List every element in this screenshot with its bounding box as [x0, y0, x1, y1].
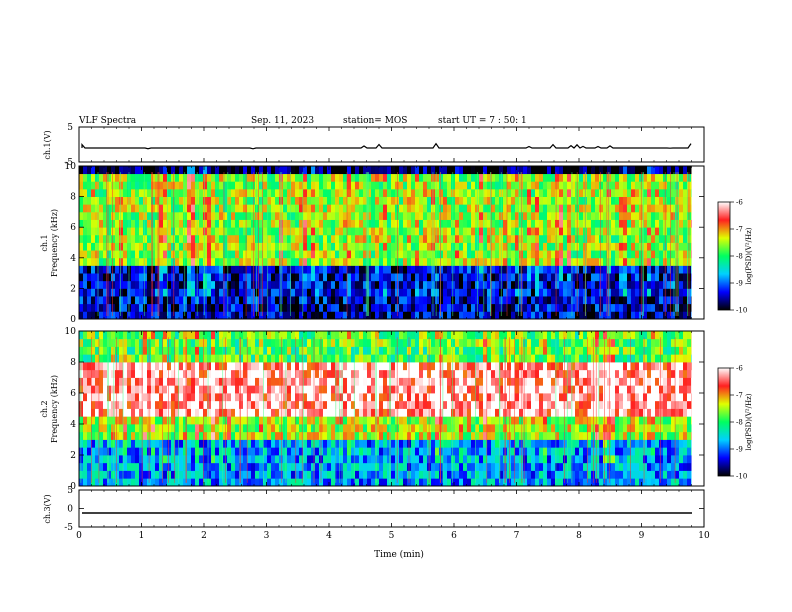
freq-tick-label: 10: [65, 327, 77, 337]
x-tick-label: 3: [264, 531, 270, 541]
ch1-colorbar-label: log(PSD)(V²/Hz): [745, 227, 753, 284]
ch1-waveform-ylabel: ch.1(V): [43, 130, 52, 159]
colorbar-tick-label: -8: [736, 253, 743, 261]
wave-tick-label: 0: [67, 505, 73, 515]
figure-header: VLF Spectra Sep. 11, 2023 station= MOS s…: [78, 116, 527, 126]
ch2-spectrogram-ylabel: Frequency (kHz): [50, 375, 59, 443]
freq-tick-label: 6: [70, 389, 76, 399]
ch1-waveform-frame: [78, 126, 705, 163]
wave-tick-label: -5: [64, 523, 73, 533]
ch1-colorbar-ticks: -6 -7 -8 -9 -10: [730, 199, 747, 315]
ch2-colorbar: log(PSD)(V²/Hz) -6 -7 -8 -9 -10: [717, 365, 753, 481]
x-tick-label: 4: [326, 531, 332, 541]
freq-tick-label: 10: [65, 162, 77, 172]
ch3-waveform-frame: [78, 489, 705, 528]
ch2-colorbar-scale: [717, 367, 731, 477]
freq-tick-label: 2: [70, 451, 76, 461]
figure-title: VLF Spectra: [78, 116, 137, 126]
freq-tick-label: 8: [70, 193, 76, 203]
wave-tick-label: 5: [67, 123, 73, 133]
x-axis-label: Time (min): [374, 549, 424, 560]
freq-tick-label: 0: [70, 315, 76, 325]
wave-tick-label: 5: [67, 486, 73, 496]
start-time-label: start UT = 7 : 50: 1: [438, 116, 527, 126]
x-tick-label: 8: [576, 531, 582, 541]
colorbar-tick-label: -10: [736, 473, 747, 481]
freq-tick-label: 4: [70, 420, 76, 430]
colorbar-tick-label: -9: [736, 280, 743, 288]
x-tick-label: 6: [451, 531, 457, 541]
station-label: station= MOS: [343, 116, 407, 126]
colorbar-tick-label: -8: [736, 419, 743, 427]
ch1-colorbar-scale: [717, 201, 731, 311]
freq-tick-label: 2: [70, 284, 76, 294]
freq-tick-label: 8: [70, 358, 76, 368]
x-tick-label: 10: [698, 531, 710, 541]
ch2-spectrogram-ylabel-channel: ch.2: [40, 400, 49, 417]
freq-tick-label: 6: [70, 223, 76, 233]
colorbar-tick-label: -10: [736, 307, 747, 315]
ch1-spectrogram: [79, 166, 704, 320]
colorbar-tick-label: -7: [736, 392, 743, 400]
x-tick-label: 7: [514, 531, 520, 541]
wave-tick-label: -5: [64, 158, 73, 168]
freq-tick-label: 4: [70, 254, 76, 264]
x-tick-label: 9: [639, 531, 645, 541]
ch3-waveform-ylabel: ch.3(V): [43, 494, 52, 523]
x-tick-label: 2: [201, 531, 207, 541]
ch1-spectrogram-ylabel-channel: ch.1: [40, 234, 49, 251]
ch2-spectrogram: [79, 331, 704, 487]
ch1-waveform-trace: [81, 142, 692, 150]
freq-tick-label: 0: [70, 482, 76, 492]
colorbar-tick-label: -6: [736, 199, 743, 207]
ch2-colorbar-ticks: -6 -7 -8 -9 -10: [730, 365, 747, 481]
ch2-colorbar-label: log(PSD)(V²/Hz): [745, 393, 753, 450]
colorbar-tick-label: -7: [736, 226, 743, 234]
x-tick-label: 5: [389, 531, 395, 541]
ch1-colorbar: log(PSD)(V²/Hz) -6 -7 -8 -9 -10: [717, 199, 753, 315]
x-tick-label: 1: [139, 531, 145, 541]
colorbar-tick-label: -9: [736, 446, 743, 454]
x-tick-label: 0: [76, 531, 82, 541]
date-label: Sep. 11, 2023: [251, 116, 314, 126]
colorbar-tick-label: -6: [736, 365, 743, 373]
ch1-spectrogram-ylabel: Frequency (kHz): [50, 209, 59, 277]
